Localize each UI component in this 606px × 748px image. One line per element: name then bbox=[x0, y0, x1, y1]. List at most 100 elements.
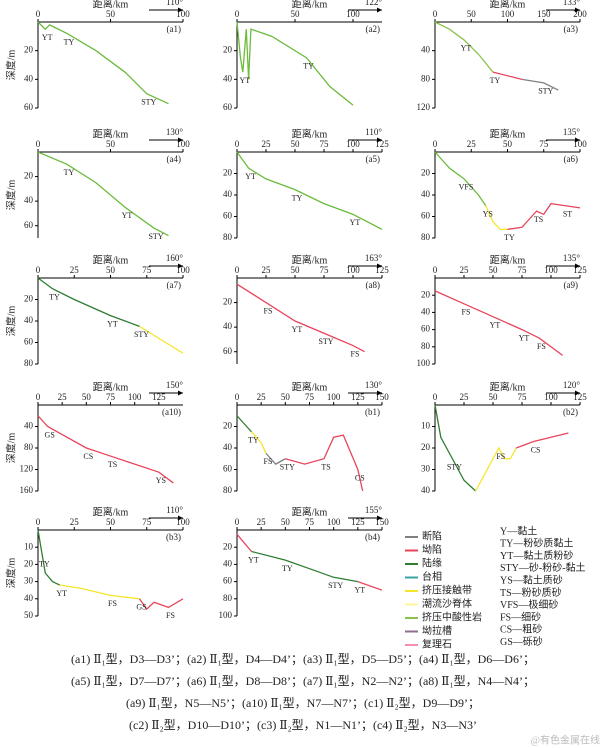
x-tick-label: 0 bbox=[36, 139, 41, 149]
x-tick-label: 50 bbox=[82, 392, 92, 402]
annotation: YT bbox=[122, 211, 133, 220]
y-tick-label: 40 bbox=[421, 189, 431, 199]
x-axis-label: 距离/km bbox=[490, 380, 526, 393]
x-tick-label: 100 bbox=[346, 9, 360, 19]
profile-line bbox=[515, 432, 569, 449]
direction-arrowhead bbox=[377, 390, 382, 396]
y-tick-label: 80 bbox=[223, 593, 233, 603]
y-tick-label: 40 bbox=[421, 45, 431, 55]
x-tick-label: 25 bbox=[467, 139, 477, 149]
annotation: YT bbox=[239, 76, 250, 85]
annotation: TY bbox=[490, 76, 501, 85]
y-tick-label: 80 bbox=[421, 73, 431, 83]
y-tick-label: 120 bbox=[20, 464, 34, 474]
x-tick-label: 100 bbox=[544, 392, 558, 402]
y-tick-label: 80 bbox=[24, 358, 34, 368]
profile-line bbox=[507, 202, 581, 231]
annotation: YT bbox=[490, 321, 501, 330]
annotation: GS bbox=[45, 430, 55, 439]
annotation: YT bbox=[292, 325, 303, 334]
x-tick-label: 150 bbox=[537, 9, 551, 19]
annotation: CS bbox=[83, 452, 93, 461]
x-axis-label: 距离/km bbox=[490, 253, 526, 266]
annotation: STY bbox=[280, 463, 295, 472]
x-axis-label: 距离/km bbox=[490, 127, 526, 140]
legend-code: Y—黏土 bbox=[500, 524, 537, 537]
direction: 122° bbox=[365, 0, 383, 7]
x-tick-label: 100 bbox=[128, 392, 142, 402]
annotation: FS bbox=[166, 611, 175, 620]
panel-label: (a10) bbox=[162, 407, 181, 417]
direction: 163° bbox=[365, 253, 383, 263]
x-tick-label: 50 bbox=[467, 9, 477, 19]
x-axis-label: 距离/km bbox=[490, 0, 526, 10]
x-tick-label: 0 bbox=[235, 265, 240, 275]
legend-label: 断陷 bbox=[422, 529, 442, 542]
y-tick-label: 120 bbox=[417, 102, 431, 112]
profile-line bbox=[37, 21, 169, 105]
x-tick-label: 125 bbox=[375, 139, 389, 149]
panel-label: (a5) bbox=[366, 154, 381, 164]
x-tick-label: 150 bbox=[375, 517, 389, 527]
annotation: STY bbox=[538, 87, 553, 96]
annotation: TY bbox=[292, 193, 303, 202]
x-tick-label: 50 bbox=[291, 139, 301, 149]
legend-label: 潮流沙脊体 bbox=[422, 597, 472, 610]
y-tick-label: 20 bbox=[223, 168, 233, 178]
x-tick-label: 0 bbox=[235, 392, 240, 402]
panel-label: (a3) bbox=[564, 24, 579, 34]
direction: 130° bbox=[166, 127, 184, 137]
x-tick-label: 25 bbox=[460, 265, 470, 275]
y-tick-label: 30 bbox=[24, 576, 34, 586]
annotation: YT bbox=[56, 589, 67, 598]
x-tick-label: 0 bbox=[433, 265, 438, 275]
watermark: @有色金属在线 bbox=[531, 733, 600, 746]
y-tick-label: 40 bbox=[24, 315, 34, 325]
x-tick-label: 100 bbox=[176, 517, 190, 527]
profile-line bbox=[434, 151, 487, 207]
y-tick-label: 40 bbox=[24, 593, 34, 603]
profile-line bbox=[37, 529, 61, 586]
x-tick-label: 25 bbox=[262, 139, 272, 149]
x-tick-label: 125 bbox=[351, 517, 365, 527]
legend-label: 坳拉槽 bbox=[422, 624, 452, 637]
y-tick-label: 20 bbox=[223, 45, 233, 55]
profile-line bbox=[521, 78, 559, 91]
direction-arrowhead bbox=[575, 263, 580, 269]
legend-code: CS—粗砂 bbox=[500, 623, 542, 636]
profile-line bbox=[236, 283, 365, 353]
y-tick-label: 30 bbox=[421, 464, 431, 474]
y-tick-label: 20 bbox=[223, 421, 233, 431]
annotation: STY bbox=[148, 232, 163, 241]
x-tick-label: 25 bbox=[70, 517, 80, 527]
y-tick-label: 40 bbox=[421, 485, 431, 495]
legend-label: 挤压接触带 bbox=[422, 583, 472, 596]
x-tick-label: 100 bbox=[176, 9, 190, 19]
annotation: YT bbox=[461, 44, 472, 53]
profile-line bbox=[37, 151, 169, 237]
y-tick-label: 100 bbox=[417, 358, 431, 368]
caption-line: (a1) Ⅱ₁型，D3—D3’；(a2) Ⅱ₁型，D4—D4’；(a3) Ⅱ₁型… bbox=[71, 652, 535, 666]
x-tick-label: 50 bbox=[291, 9, 301, 19]
x-axis-label: 距离/km bbox=[292, 253, 328, 266]
panel-label: (b3) bbox=[166, 532, 181, 542]
y-tick-label: 100 bbox=[219, 610, 233, 620]
annotation: TY bbox=[248, 436, 259, 445]
direction-arrowhead bbox=[377, 263, 382, 269]
legend-code: YS—黏土质砂 bbox=[500, 573, 563, 586]
direction: 133° bbox=[563, 0, 581, 7]
x-tick-label: 75 bbox=[305, 517, 315, 527]
direction: 110° bbox=[166, 0, 183, 7]
direction-arrowhead bbox=[377, 7, 382, 13]
y-tick-label: 50 bbox=[24, 610, 34, 620]
x-tick-label: 0 bbox=[36, 517, 41, 527]
direction: 135° bbox=[563, 127, 581, 137]
x-tick-label: 0 bbox=[433, 392, 438, 402]
y-tick-label: 40 bbox=[223, 558, 233, 568]
panel-label: (a7) bbox=[167, 280, 182, 290]
annotation: YT bbox=[245, 172, 256, 181]
panel-label: (b1) bbox=[365, 407, 380, 417]
legend-code: GS—砾砂 bbox=[500, 635, 543, 648]
legend-code: STY—砂-粉砂-黏土 bbox=[500, 561, 586, 574]
annotation: TS bbox=[108, 460, 117, 469]
